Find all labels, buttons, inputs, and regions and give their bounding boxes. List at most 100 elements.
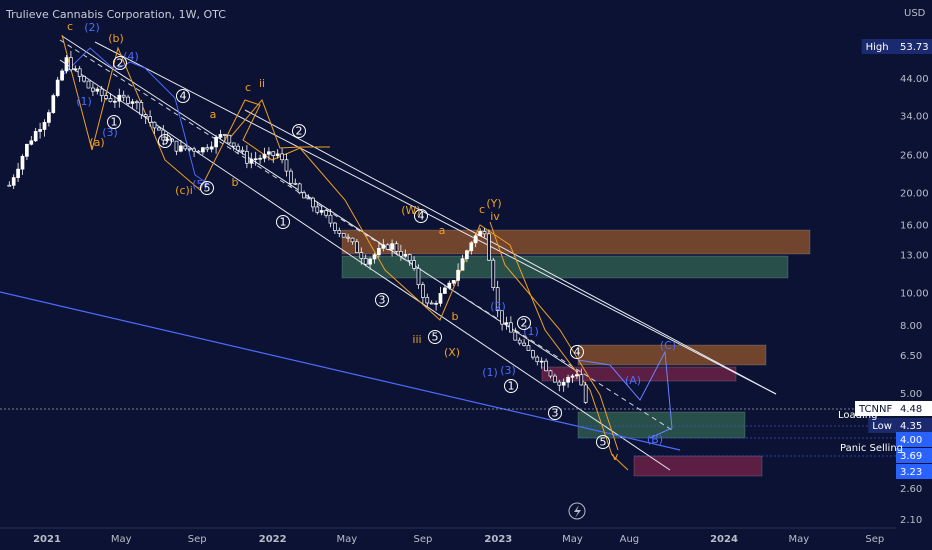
candle-body-111 (495, 287, 500, 312)
support-zone-upper (341, 255, 789, 279)
wave-circle-12 (570, 345, 584, 359)
candle-body-47 (214, 136, 218, 148)
wave-label-orange-9: a (439, 224, 446, 237)
candle-body-10 (51, 95, 56, 113)
price-tag-bg-2 (896, 418, 932, 433)
candle-body-15 (73, 68, 78, 71)
candle-body-14 (69, 57, 73, 71)
x-tick-label-3: 2022 (259, 534, 287, 545)
y-tick-label-7: 10.00 (900, 289, 929, 300)
x-tick-label-2: Sep (188, 534, 207, 545)
price-tag-bg-4 (896, 448, 932, 463)
y-tick-label-8: 8.00 (900, 321, 922, 332)
candle-body-88 (394, 243, 399, 252)
candle-body-116 (517, 339, 522, 344)
candle-body-27 (126, 96, 130, 104)
x-tick-label-5: Sep (413, 534, 432, 545)
candle-body-21 (99, 88, 104, 96)
currency-label: USD (904, 8, 926, 19)
orange-wave-v (489, 221, 619, 451)
candle-body-73 (328, 214, 333, 224)
wave-label-orange-7: ii (259, 77, 265, 90)
candle-body-39 (179, 145, 183, 152)
x-tick-label-1: May (111, 534, 132, 545)
y-tick-label-3: 26.00 (900, 150, 929, 161)
zone-label-panic-selling: Panic Selling (840, 443, 903, 454)
candle-body-125 (557, 381, 562, 386)
candle-body-31 (143, 114, 148, 117)
candle-body-33 (152, 121, 157, 129)
channel-line-3 (244, 109, 777, 395)
candle-body-34 (157, 127, 161, 131)
candle-body-6 (33, 131, 38, 142)
wave-label-blue-7: (3) (500, 364, 516, 377)
wave-label-circled-12: 4 (574, 346, 581, 359)
candle-body-89 (399, 251, 403, 257)
candle-body-13 (64, 57, 69, 72)
candle-body-59 (267, 151, 271, 155)
y-tick-label-1: 44.00 (900, 74, 929, 85)
wave-label-blue-11: (B) (647, 433, 663, 446)
candle-body-71 (319, 210, 324, 213)
candle-body-83 (372, 254, 377, 260)
candle-body-63 (284, 159, 289, 172)
candle-body-104 (465, 250, 469, 260)
candle-body-30 (139, 102, 144, 115)
wave-label-blue-5: (2) (490, 300, 506, 313)
y-tick-label-2: 34.00 (900, 111, 929, 122)
price-tag-value-0: 53.73 (900, 42, 929, 53)
wave-circle-9 (428, 330, 442, 344)
candle-body-115 (513, 331, 518, 341)
wave-label-circled-8: 3 (379, 294, 386, 307)
candle-body-56 (253, 158, 258, 161)
x-tick-label-9: 2024 (710, 534, 738, 545)
wave-circle-7 (414, 209, 428, 223)
wave-circle-8 (375, 293, 389, 307)
candle-body-70 (315, 206, 320, 213)
candle-body-74 (333, 222, 337, 231)
candle-body-36 (165, 138, 170, 141)
candle-body-3 (20, 155, 25, 170)
candle-body-114 (509, 322, 513, 333)
wave-circle-5 (292, 124, 306, 138)
wave-circle-0 (113, 56, 127, 70)
candle-body-84 (377, 247, 381, 256)
lightning-icon[interactable] (568, 502, 586, 520)
candle-body-75 (337, 230, 342, 234)
price-tag-value-1: 4.48 (900, 404, 922, 415)
candle-body-99 (443, 287, 447, 294)
wave-label-circled-1: 4 (180, 90, 187, 103)
wave-label-blue-9: (A) (625, 374, 641, 387)
orange-wave-ii (227, 99, 330, 149)
price-tag-value-4: 3.69 (900, 451, 922, 462)
candle-body-128 (570, 375, 575, 378)
wave-circle-2 (107, 115, 121, 129)
candle-body-23 (108, 98, 113, 102)
x-tick-label-0: 2021 (33, 534, 61, 545)
price-tag-label-bg-1 (855, 401, 896, 416)
candle-body-120 (535, 356, 540, 363)
blue-wave-1 (59, 47, 211, 186)
candle-body-64 (289, 170, 293, 184)
y-tick-label-5: 16.00 (900, 221, 929, 232)
candle-body-46 (209, 146, 214, 150)
y-tick-label-6: 13.00 (900, 251, 929, 262)
candle-body-87 (390, 243, 394, 250)
candle-body-12 (60, 70, 64, 81)
price-tag-label-bg-2 (868, 418, 896, 433)
candle-body-29 (135, 101, 139, 104)
channel-line-0 (94, 41, 777, 395)
candle-body-61 (275, 153, 280, 157)
candle-body-25 (117, 94, 122, 102)
candle-body-66 (297, 183, 302, 194)
candle-body-82 (368, 258, 372, 265)
x-tick-label-6: 2023 (484, 534, 512, 545)
wave-label-circled-3: 3 (162, 135, 169, 148)
candle-body-0 (7, 184, 12, 187)
candle-body-42 (192, 148, 196, 152)
candle-body-7 (38, 129, 42, 132)
y-tick-label-4: 20.00 (900, 188, 929, 199)
wave-label-orange-3: (c)i (175, 184, 193, 197)
